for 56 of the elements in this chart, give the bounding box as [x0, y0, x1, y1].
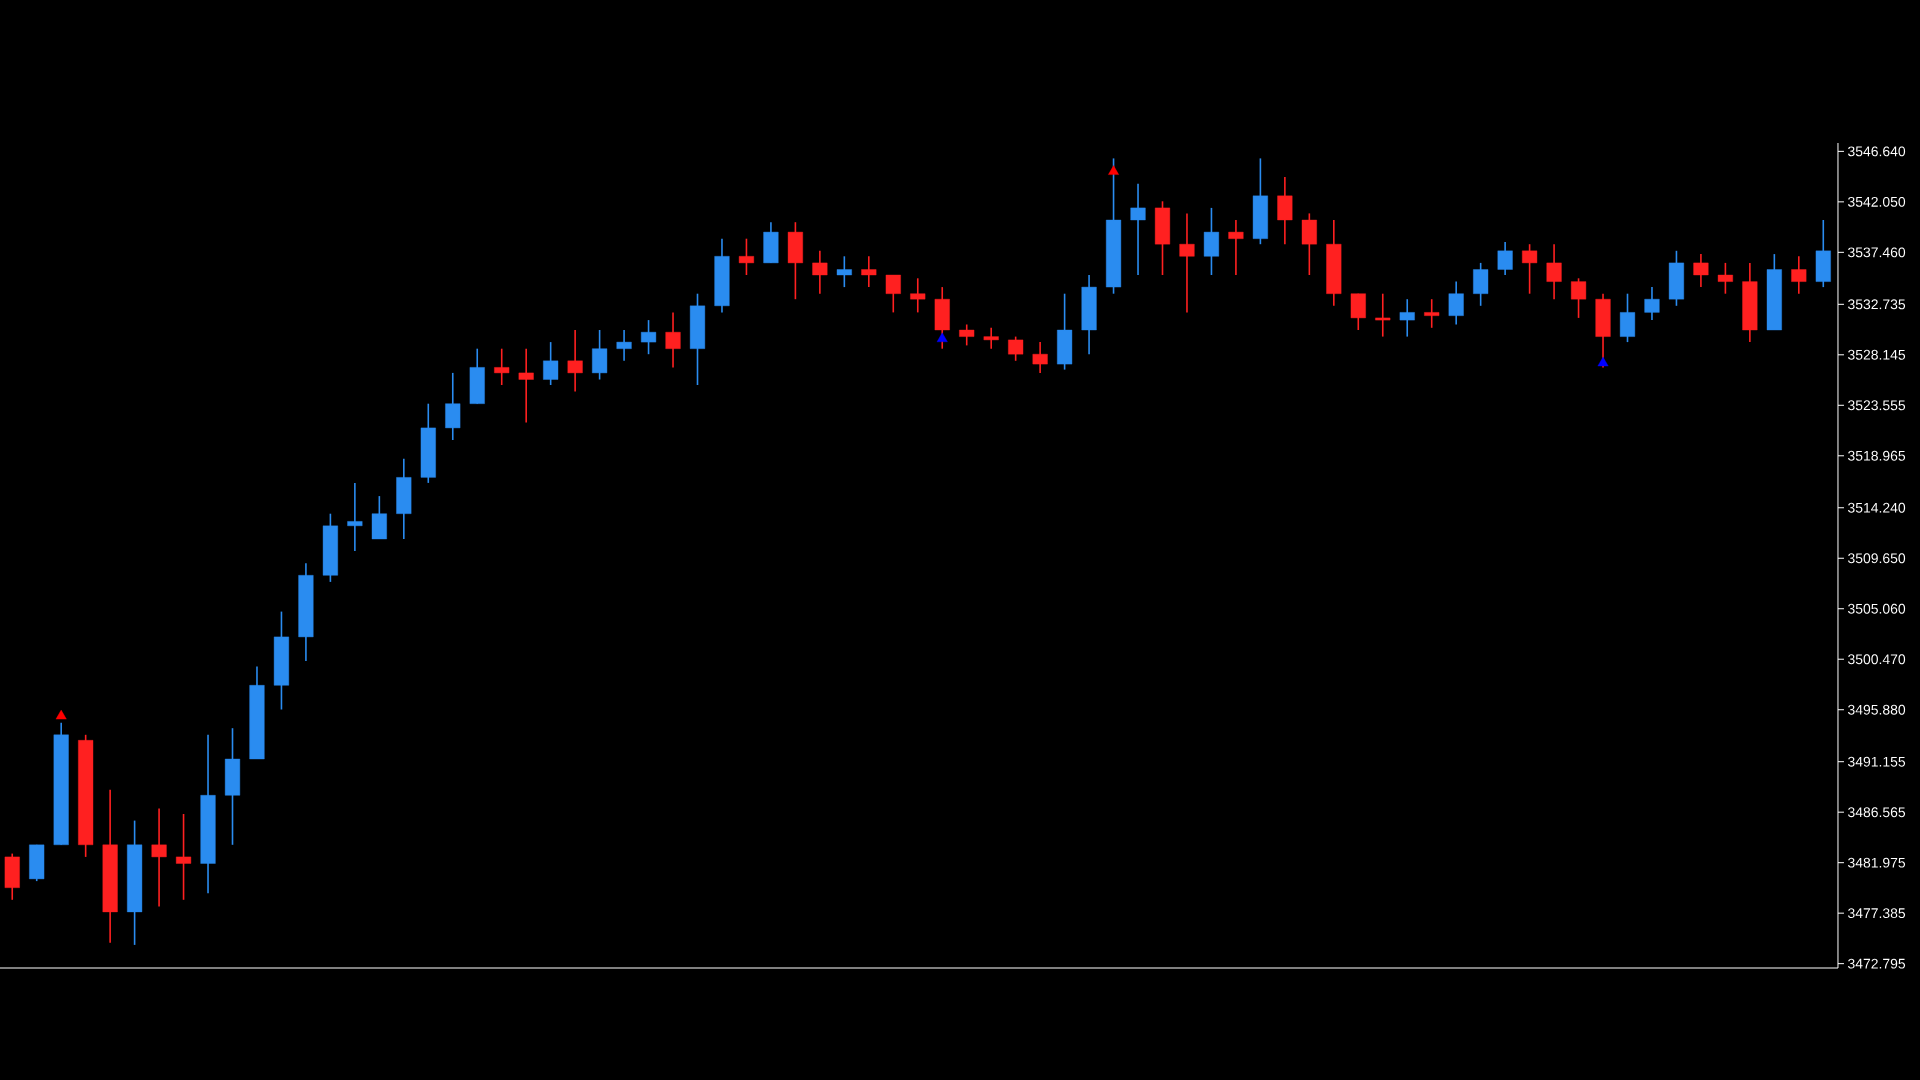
- y-tick-label: 3500.470: [1848, 654, 1906, 665]
- candlestick: [1399, 298, 1415, 338]
- candlestick: [616, 329, 632, 362]
- candlestick: [983, 327, 999, 350]
- candlestick: [1791, 255, 1807, 295]
- candlestick: [1130, 182, 1146, 276]
- y-tick-label: 3514.240: [1848, 502, 1906, 513]
- y-tick-label: 3481.975: [1848, 857, 1906, 868]
- candlestick: [1522, 243, 1538, 295]
- candlestick: [910, 277, 926, 314]
- y-tick-label: 3518.965: [1848, 450, 1906, 461]
- candlestick: [347, 482, 363, 552]
- candlestick: [1693, 253, 1709, 288]
- point: [55, 709, 67, 720]
- y-tick-label: 3491.155: [1848, 756, 1906, 767]
- point: [936, 332, 948, 342]
- y-tick-label: 3532.735: [1848, 299, 1906, 310]
- y-tick-label: 3546.640: [1848, 146, 1906, 157]
- y-tick-label: 3495.880: [1848, 704, 1906, 715]
- candlestick: [665, 311, 681, 369]
- candlestick: [1571, 277, 1587, 319]
- candlestick: [494, 347, 510, 386]
- candlestick: [1717, 262, 1733, 295]
- candlestick: [1448, 280, 1464, 326]
- candlestick: [1228, 219, 1244, 276]
- y-tick-label: 3477.385: [1848, 908, 1906, 919]
- candlestick: [836, 255, 852, 288]
- candlestick: [885, 274, 901, 314]
- candlestick: [1032, 341, 1048, 374]
- candlestick: [1424, 298, 1440, 329]
- y-tick-label: 3472.795: [1848, 958, 1906, 969]
- candlestick: [1546, 243, 1562, 300]
- candlestick: [861, 255, 877, 288]
- candlestick: [959, 323, 975, 347]
- candlestick: [543, 341, 559, 386]
- candlestick: [1375, 292, 1391, 338]
- candlestick: [151, 807, 167, 908]
- y-tick-label: 3486.565: [1848, 807, 1906, 818]
- candlestick: [567, 329, 583, 393]
- candlestick: [1497, 241, 1513, 276]
- candlestick: [812, 250, 828, 295]
- candlestick: [641, 319, 657, 355]
- candlestick: [738, 237, 754, 276]
- y-tick-label: 3509.650: [1848, 553, 1906, 564]
- point: [1108, 165, 1119, 175]
- candlestick: [1008, 335, 1024, 362]
- y-tick-label: 3505.060: [1848, 603, 1906, 614]
- point: [1597, 356, 1609, 367]
- y-tick-label: 3523.555: [1848, 400, 1906, 411]
- candlestick: [518, 347, 534, 424]
- candlestick: [1179, 212, 1195, 314]
- candlestick: [176, 813, 192, 901]
- y-tick-label: 3528.145: [1848, 349, 1906, 360]
- y-tick-label: 3537.460: [1848, 247, 1906, 258]
- candlestick: [1644, 286, 1660, 321]
- y-tick-label: 3542.050: [1848, 196, 1906, 207]
